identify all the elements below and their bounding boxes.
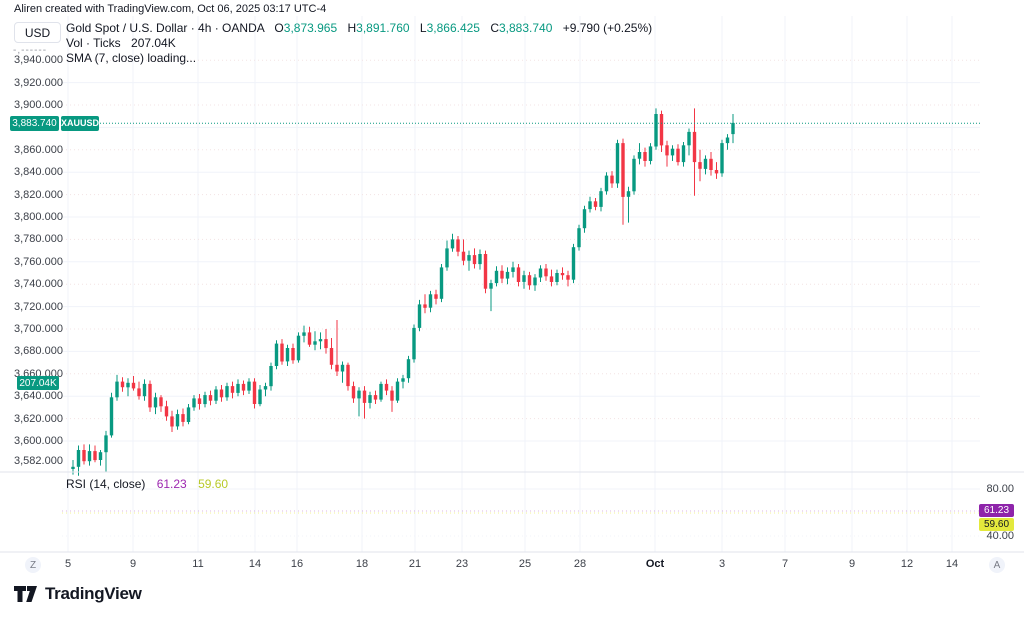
brand-name: TradingView: [45, 584, 142, 603]
rsi-ma-badge: 59.60: [979, 517, 1014, 531]
time-tick-label: 18: [355, 558, 369, 570]
volume-label[interactable]: Vol · Ticks: [66, 36, 121, 50]
currency-button[interactable]: USD: [14, 22, 61, 43]
rsi-axis-bottom-label: 40.00: [986, 530, 1014, 542]
time-tick-label: 14: [248, 558, 262, 570]
tradingview-logo[interactable]: TradingView: [14, 584, 142, 604]
legend-volume-row: Vol · Ticks 207.04K: [66, 36, 652, 51]
time-tick-label: 14: [945, 558, 959, 570]
price-tick-label: 3,680.000: [14, 345, 63, 358]
time-tick-label: 9: [848, 558, 856, 570]
time-tick-label: 12: [900, 558, 914, 570]
time-tick-label: 28: [573, 558, 587, 570]
rsi-value-badge: 61.23: [979, 504, 1014, 518]
rsi-legend: RSI (14, close) 61.23 59.60: [66, 477, 228, 491]
volume-badge: 207.04K: [17, 376, 59, 390]
price-tick-label: 3,840.000: [14, 166, 63, 179]
price-tick-label: 3,700.000: [14, 323, 63, 335]
price-tick-label: 3,582.000: [14, 455, 63, 468]
rsi-value: 61.23: [156, 477, 187, 491]
rsi-ma-value: 59.60: [198, 477, 229, 491]
price-tick-label: 3,720.000: [14, 300, 63, 313]
last-price-badge: 3,883.740: [10, 115, 59, 131]
high-value: 3,891.760: [356, 21, 410, 35]
symbol-title[interactable]: Gold Spot / U.S. Dollar · 4h · OANDA: [66, 21, 265, 35]
tradingview-logo-icon: [14, 586, 37, 602]
price-tick-label: 3,640.000: [14, 390, 63, 403]
time-tick-label: Oct: [645, 558, 665, 570]
symbol-badge: XAUUSD: [61, 115, 99, 131]
high-label: H: [347, 21, 357, 35]
clipped-scale-label: -,------: [13, 45, 48, 56]
price-tick-label: 3,940.000: [14, 54, 63, 67]
legend: Gold Spot / U.S. Dollar · 4h · OANDA O3,…: [66, 21, 652, 66]
time-tick-label: 3: [718, 558, 726, 570]
rsi-label[interactable]: RSI (14, close): [66, 477, 146, 491]
open-label: O: [274, 21, 284, 35]
price-tick-label: 3,760.000: [14, 255, 63, 268]
sma-label[interactable]: SMA (7, close) loading...: [66, 51, 197, 65]
time-tick-label: 7: [781, 558, 789, 570]
time-tick-label: 11: [192, 558, 204, 570]
close-value: 3,883.740: [499, 21, 553, 35]
low-label: L: [419, 21, 427, 35]
timezone-marker-button[interactable]: Z: [25, 557, 41, 573]
time-tick-label: 21: [408, 558, 422, 570]
low-value: 3,866.425: [426, 21, 480, 35]
change-value: +9.790 (+0.25%): [562, 21, 653, 35]
price-tick-label: 3,860.000: [14, 143, 63, 156]
price-tick-label: 3,820.000: [14, 188, 63, 201]
price-tick-label: 3,740.000: [14, 278, 63, 291]
legend-sma-row: SMA (7, close) loading...: [66, 51, 652, 66]
time-tick-label: 5: [64, 558, 72, 570]
time-tick-label: 23: [455, 558, 469, 570]
auto-scale-marker-button[interactable]: A: [989, 557, 1005, 573]
rsi-axis-top-label: 80.00: [986, 483, 1014, 495]
price-tick-label: 3,920.000: [14, 76, 63, 89]
legend-symbol-row: Gold Spot / U.S. Dollar · 4h · OANDA O3,…: [66, 21, 652, 36]
attribution-text: Aliren created with TradingView.com, Oct…: [14, 3, 327, 15]
price-tick-label: 3,800.000: [14, 211, 63, 223]
time-tick-label: 9: [129, 558, 137, 570]
close-label: C: [490, 21, 499, 35]
open-value: 3,873.965: [283, 21, 338, 35]
price-tick-label: 3,780.000: [14, 233, 63, 246]
price-tick-label: 3,620.000: [14, 412, 63, 425]
time-tick-label: 16: [290, 558, 304, 570]
time-tick-label: 25: [518, 558, 532, 570]
volume-value: 207.04K: [131, 36, 176, 50]
price-tick-label: 3,900.000: [14, 99, 63, 111]
price-tick-label: 3,600.000: [14, 435, 63, 447]
